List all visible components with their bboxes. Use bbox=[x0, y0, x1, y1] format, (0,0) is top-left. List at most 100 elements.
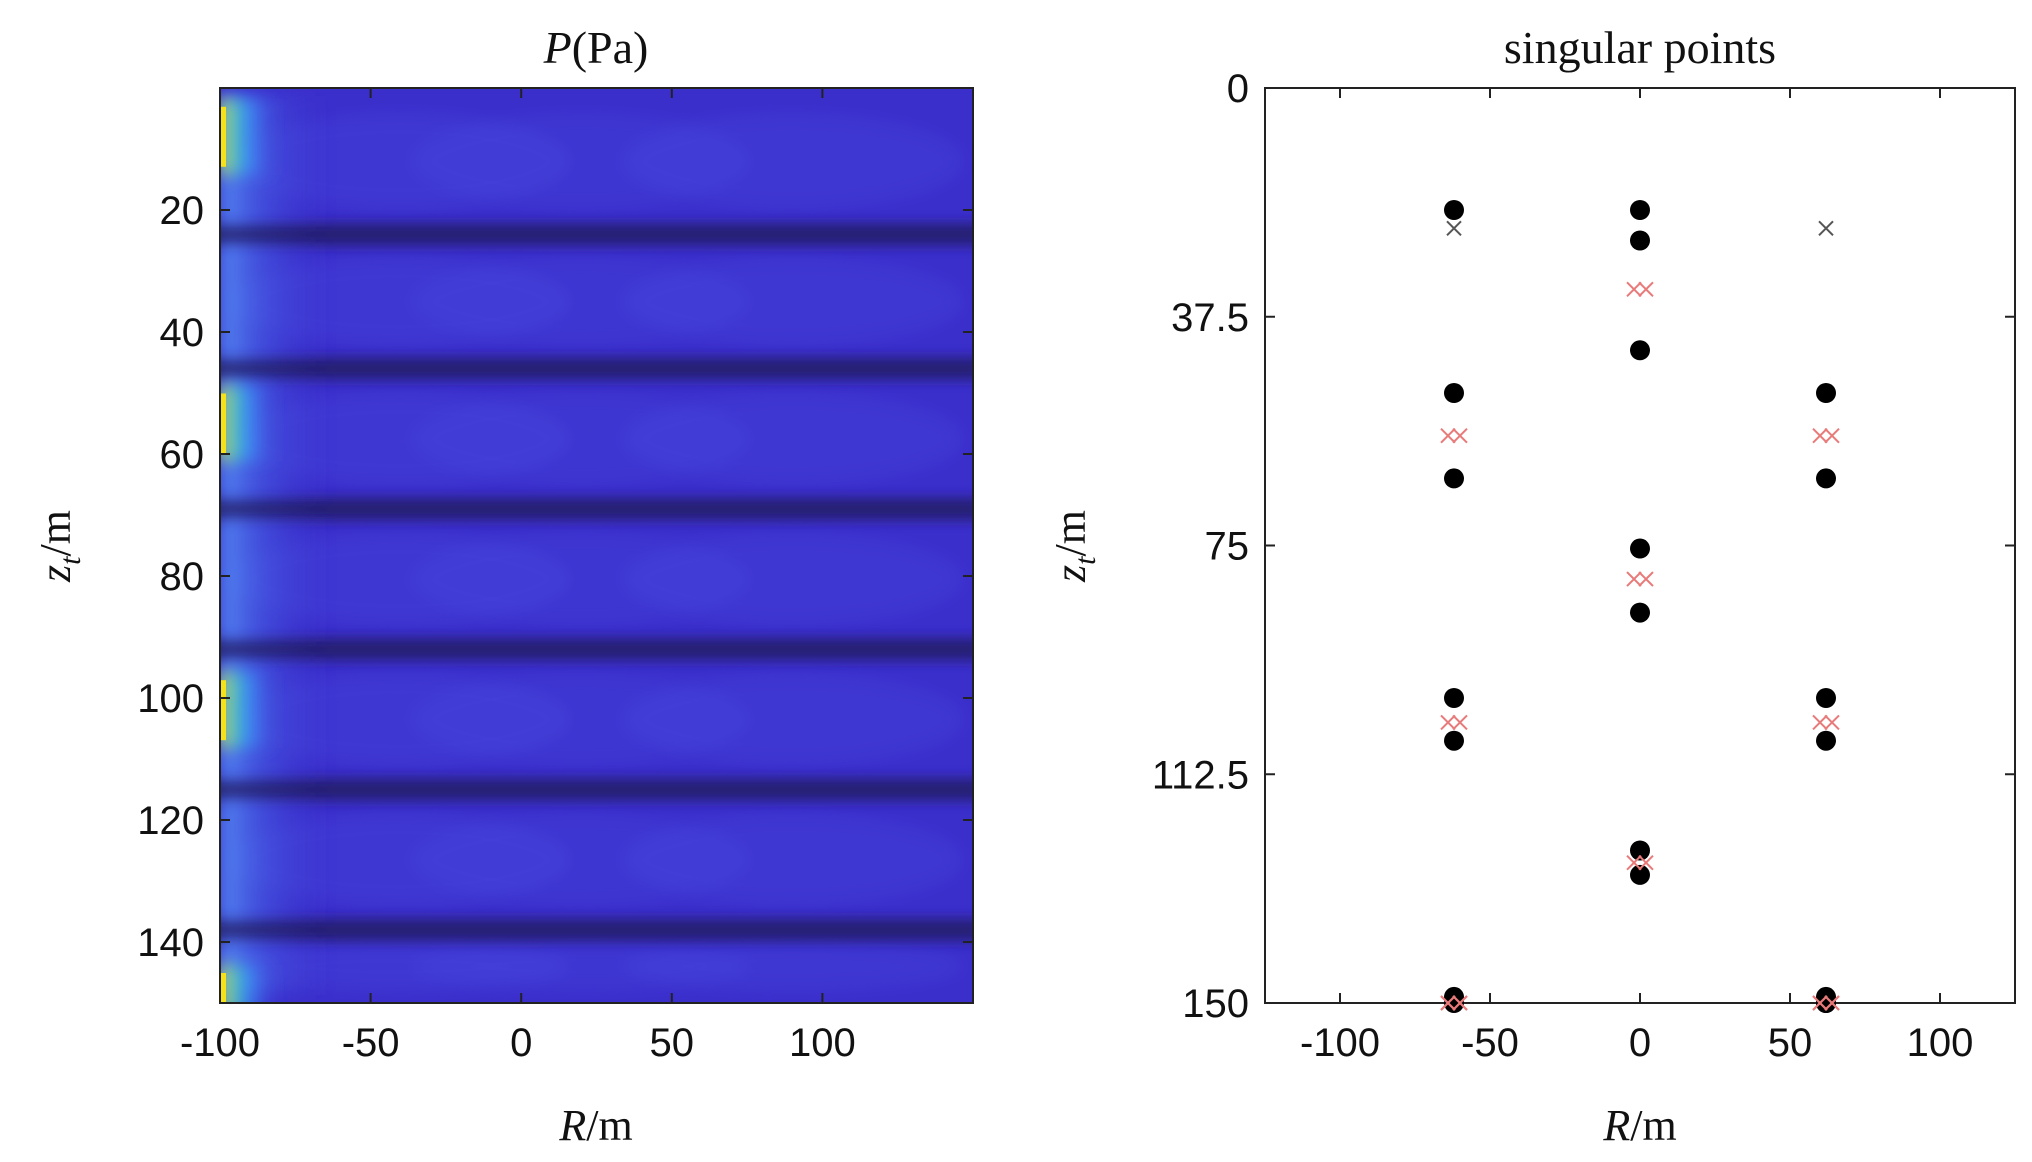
singular-point-dot bbox=[1444, 383, 1464, 403]
heatmap-dark-band bbox=[220, 918, 973, 941]
heatmap-lobe bbox=[622, 534, 963, 624]
heatmap-edge-glow bbox=[220, 797, 330, 922]
singular-point-black-cross bbox=[1446, 220, 1462, 237]
singular-point-red-cross bbox=[1452, 427, 1468, 444]
heatmap-lobe bbox=[622, 393, 963, 484]
heatmap-xtick-label: 100 bbox=[789, 1021, 856, 1065]
scatter-ylabel-subscript: t bbox=[1069, 556, 1102, 565]
scatter-ytick-label: 0 bbox=[1227, 67, 1249, 111]
heatmap-xtick-label: -100 bbox=[180, 1021, 260, 1065]
singular-point-dot bbox=[1630, 864, 1650, 885]
scatter-xtick-label: 100 bbox=[1907, 1021, 1974, 1065]
singular-point-red-cross bbox=[1626, 281, 1642, 298]
heatmap-hot-core bbox=[220, 393, 226, 454]
singular-point-red-cross bbox=[1824, 427, 1840, 444]
scatter-xtick-label: 0 bbox=[1629, 1021, 1651, 1065]
singular-point-red-cross bbox=[1824, 995, 1840, 1011]
singular-point-dot bbox=[1444, 200, 1464, 220]
heatmap-hot-core bbox=[220, 106, 226, 167]
scatter-ylabel: zt/m bbox=[1046, 510, 1102, 583]
singular-point-red-cross bbox=[1638, 571, 1654, 587]
heatmap-lobe bbox=[622, 674, 963, 765]
heatmap-hot-spot bbox=[220, 672, 280, 749]
heatmap-ytick-label: 40 bbox=[160, 311, 205, 355]
heatmap-edge-glow bbox=[220, 242, 330, 361]
singular-point-dot bbox=[1816, 730, 1836, 751]
singular-point-dot bbox=[1444, 993, 1464, 1013]
heatmap-dark-band bbox=[220, 223, 973, 246]
heatmap-ytick-label: 140 bbox=[137, 921, 204, 965]
singular-point-red-cross bbox=[1638, 854, 1654, 871]
heatmap-null-bands bbox=[220, 223, 973, 941]
singular-point-dot bbox=[1630, 340, 1650, 361]
heatmap-dark-band bbox=[220, 497, 973, 520]
scatter-ytick-label: 75 bbox=[1205, 525, 1250, 569]
scatter-xtick-label: 50 bbox=[1768, 1021, 1813, 1065]
heatmap-xlabel-symbol: R bbox=[558, 1101, 586, 1150]
heatmap-hot-core bbox=[220, 680, 226, 741]
scatter-ytick-label: 112.5 bbox=[1152, 753, 1249, 797]
scatter-marks bbox=[1440, 200, 1840, 1013]
singular-point-dot bbox=[1630, 840, 1650, 861]
heatmap-xtick-label: -50 bbox=[342, 1021, 400, 1065]
heatmap-dark-band bbox=[220, 357, 973, 380]
scatter-ticks: -100 -50 0 50 100 0 37.5 75 112.5 150 bbox=[1152, 67, 2015, 1065]
heatmap-ytick-label: 60 bbox=[160, 433, 205, 477]
heatmap-dark-band bbox=[220, 638, 973, 661]
singular-point-dot bbox=[1630, 602, 1650, 623]
singular-point-dot bbox=[1816, 993, 1836, 1013]
singular-point-dot bbox=[1444, 730, 1464, 751]
heatmap-xtick-label: 50 bbox=[650, 1021, 695, 1065]
scatter-panel: singular points -100 -50 0 50 100 0 37.5 75 112.… bbox=[1046, 22, 2016, 1150]
singular-point-dot bbox=[1630, 230, 1650, 251]
scatter-xtick-label: -100 bbox=[1300, 1021, 1380, 1065]
singular-point-dot bbox=[1444, 688, 1464, 708]
singular-point-dot bbox=[1630, 538, 1650, 559]
heatmap-hot-core bbox=[220, 973, 226, 1003]
heatmap-hot-spot bbox=[220, 98, 280, 175]
singular-point-red-cross bbox=[1638, 281, 1654, 298]
singular-point-dot bbox=[1630, 200, 1650, 220]
singular-point-red-cross bbox=[1812, 714, 1828, 731]
heatmap-lobe bbox=[622, 814, 963, 905]
scatter-ytick-label: 150 bbox=[1182, 982, 1249, 1026]
heatmap-lobe bbox=[622, 942, 963, 990]
singular-point-red-cross bbox=[1626, 571, 1642, 587]
heatmap-xlabel: R/m bbox=[558, 1101, 632, 1150]
singular-point-red-cross bbox=[1812, 427, 1828, 444]
heatmap-ylabel-unit: /m bbox=[31, 510, 80, 556]
heatmap-lobe bbox=[622, 114, 963, 209]
heatmap-title-symbol: P bbox=[543, 22, 572, 73]
singular-point-red-cross bbox=[1626, 854, 1642, 871]
singular-point-red-cross bbox=[1824, 714, 1840, 731]
heatmap-xlabel-unit: /m bbox=[586, 1101, 632, 1150]
heatmap-panel: P(Pa) -100 -50 0 50 100 20 40 60 80 100 120 140 R/m… bbox=[31, 22, 974, 1150]
scatter-xtick-label: -50 bbox=[1461, 1021, 1519, 1065]
heatmap-ylabel: zt/m bbox=[31, 510, 87, 583]
heatmap-title: P(Pa) bbox=[543, 22, 649, 73]
heatmap-ytick-label: 20 bbox=[160, 189, 205, 233]
singular-point-red-cross bbox=[1812, 995, 1828, 1011]
singular-point-red-cross bbox=[1452, 714, 1468, 731]
heatmap-ylabel-subscript: t bbox=[54, 556, 87, 565]
scatter-xlabel: R/m bbox=[1602, 1101, 1676, 1150]
singular-point-red-cross bbox=[1440, 714, 1456, 731]
singular-point-dot bbox=[1816, 383, 1836, 403]
heatmap-hot-spot bbox=[220, 965, 280, 1003]
singular-point-red-cross bbox=[1440, 995, 1456, 1011]
heatmap-hot-spot bbox=[220, 385, 280, 462]
scatter-ytick-label: 37.5 bbox=[1171, 296, 1249, 340]
heatmap-axes-box bbox=[219, 87, 974, 1004]
singular-point-black-cross bbox=[1818, 220, 1834, 237]
singular-point-dot bbox=[1816, 468, 1836, 489]
singular-point-dot bbox=[1816, 688, 1836, 708]
scatter-ylabel-symbol: z bbox=[1046, 565, 1095, 583]
heatmap-lobe bbox=[622, 258, 963, 345]
heatmap-title-unit: (Pa) bbox=[572, 22, 649, 73]
scatter-xlabel-unit: /m bbox=[1630, 1101, 1676, 1150]
scatter-ylabel-unit: /m bbox=[1046, 510, 1095, 556]
heatmap-edge-glow bbox=[220, 516, 330, 642]
heatmap-dark-band bbox=[220, 778, 973, 801]
heatmap-source-edge bbox=[220, 96, 330, 1003]
